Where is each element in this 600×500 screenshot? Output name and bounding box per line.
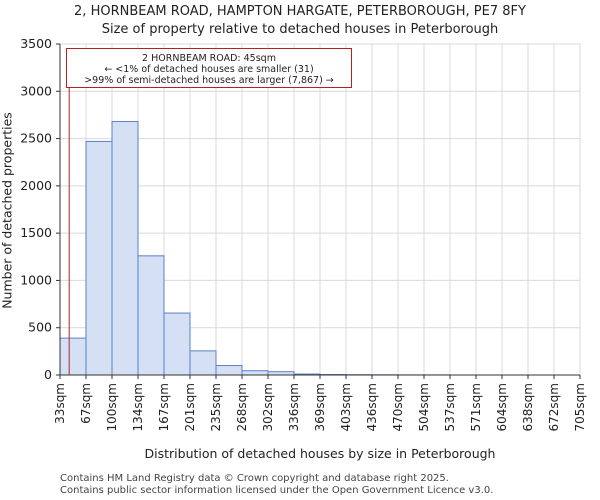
chart-subtitle: Size of property relative to detached ho… [101, 22, 499, 37]
x-tick-label: 403sqm [339, 383, 353, 431]
y-tick-label: 1000 [20, 272, 52, 287]
y-tick-label: 3500 [20, 36, 52, 51]
x-tick-label: 302sqm [261, 383, 275, 431]
x-tick-label: 100sqm [105, 383, 119, 431]
y-tick-label: 1500 [20, 225, 52, 240]
x-tick-label: 134sqm [131, 383, 145, 431]
x-tick-label: 235sqm [209, 383, 223, 431]
y-tick-label: 2000 [20, 178, 52, 193]
x-tick-label: 201sqm [183, 383, 197, 431]
y-tick-label: 2500 [20, 131, 52, 146]
x-tick-label: 436sqm [365, 383, 379, 431]
x-tick-label: 504sqm [417, 383, 431, 431]
chart-title: 2, HORNBEAM ROAD, HAMPTON HARGATE, PETER… [74, 4, 526, 19]
x-tick-label: 369sqm [313, 383, 327, 431]
marker-annotation: 2 HORNBEAM ROAD: 45sqm ← <1% of detached… [66, 48, 352, 88]
x-tick-label: 268sqm [235, 383, 249, 431]
x-tick-label: 336sqm [287, 383, 301, 431]
x-tick-label: 33sqm [53, 383, 67, 424]
footer-line-2: Contains public sector information licen… [60, 485, 494, 496]
histogram-bar [137, 255, 165, 376]
histogram-bar [241, 370, 269, 376]
x-axis-label: Distribution of detached houses by size … [144, 446, 496, 461]
annotation-line-1: 2 HORNBEAM ROAD: 45sqm [142, 53, 276, 64]
histogram-bar [215, 365, 243, 376]
histogram-bar [85, 140, 113, 376]
x-tick-label: 571sqm [469, 383, 483, 431]
footer-line-1: Contains HM Land Registry data © Crown c… [60, 473, 449, 484]
histogram-bar [163, 312, 191, 376]
y-tick-label: 500 [28, 320, 52, 335]
histogram-bar [189, 350, 217, 376]
x-tick-label: 167sqm [157, 383, 171, 431]
x-tick-label: 470sqm [391, 383, 405, 431]
x-tick-label: 67sqm [79, 383, 93, 424]
y-tick-label: 0 [44, 367, 52, 382]
x-tick-label: 604sqm [495, 383, 509, 431]
annotation-line-3: >99% of semi-detached houses are larger … [84, 75, 334, 86]
histogram-bar [59, 337, 87, 376]
x-tick-label: 537sqm [443, 383, 457, 431]
histogram-bar [111, 121, 139, 376]
y-axis-label: Number of detached properties [0, 112, 15, 309]
x-tick-label: 705sqm [573, 383, 587, 431]
x-tick-label: 638sqm [521, 383, 535, 431]
annotation-line-2: ← <1% of detached houses are smaller (31… [104, 64, 314, 75]
x-tick-label: 672sqm [547, 383, 561, 431]
y-tick-label: 3000 [20, 83, 52, 98]
